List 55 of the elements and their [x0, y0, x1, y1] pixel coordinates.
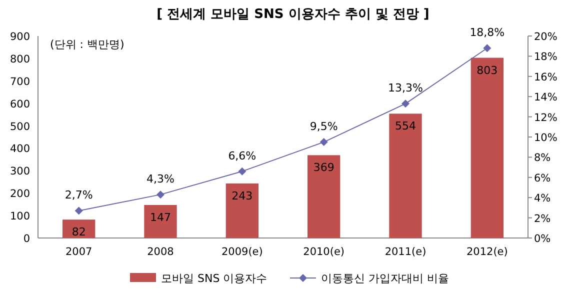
y2-tick-label: 4%	[534, 192, 551, 205]
data-label: 82	[72, 226, 86, 239]
data-label: 243	[232, 189, 253, 202]
y2-tick-label: 20%	[534, 31, 558, 43]
y-tick-label: 500	[10, 120, 30, 133]
y-tick-label: 100	[10, 210, 30, 223]
y2-tick-label: 6%	[534, 172, 551, 184]
bar	[226, 183, 258, 238]
y2-tick-label: 0%	[534, 233, 551, 245]
point	[238, 167, 246, 176]
y2-tick-label: 10%	[534, 132, 558, 144]
x-tick-label: 2011(e)	[384, 246, 426, 258]
bar	[470, 58, 504, 238]
data-label: 554	[395, 120, 416, 133]
y-tick-label: 700	[10, 76, 30, 88]
y-tick-label: 0	[23, 233, 30, 245]
annotation: (단위 : 백만명)	[50, 38, 124, 51]
y2-tick-label: 18%	[534, 51, 558, 64]
point	[74, 206, 83, 215]
y-tick-label: 200	[10, 188, 30, 200]
legend-label: 모바일 SNS 이용자수	[161, 272, 268, 285]
y-tick-label: 600	[10, 98, 30, 110]
point	[320, 138, 328, 146]
data-label: 9,5%	[310, 120, 338, 134]
point	[483, 44, 492, 52]
y2-tick-label: 2%	[534, 212, 551, 225]
data-label: 147	[150, 211, 171, 224]
point	[156, 190, 164, 199]
y2-tick-label: 12%	[534, 112, 558, 124]
y2-tick-label: 16%	[534, 71, 558, 84]
x-tick-label: 2010(e)	[303, 246, 345, 258]
y-tick-label: 900	[10, 31, 30, 43]
bar	[144, 205, 177, 238]
data-label: 18,8%	[470, 26, 505, 40]
y2-tick-label: 8%	[534, 152, 551, 164]
y-tick-label: 300	[10, 166, 30, 178]
data-label: 13,3%	[388, 82, 423, 95]
point	[402, 100, 410, 108]
data-label: 369	[313, 161, 334, 174]
bar	[62, 220, 96, 238]
x-tick-label: 2012(e)	[466, 246, 508, 258]
bar	[308, 155, 340, 238]
bar	[389, 114, 422, 238]
data-label: 803	[476, 64, 498, 77]
title: [ 전세계 모바일 SNS 이용자수 추이 및 전망 ]	[156, 7, 430, 22]
x-tick-label: 2007	[65, 246, 92, 258]
data-label: 2,7%	[64, 188, 93, 202]
y2-tick-label: 14%	[534, 92, 558, 104]
x-tick-label: 2008	[147, 246, 174, 258]
legend-label: 이동통신 가입자대비 비율	[321, 272, 449, 285]
y-tick-label: 400	[10, 143, 30, 156]
y-tick-label: 800	[10, 53, 30, 66]
x-tick-label: 2009(e)	[221, 246, 263, 258]
data-label: 6,6%	[228, 149, 256, 162]
data-label: 4,3%	[146, 172, 174, 186]
